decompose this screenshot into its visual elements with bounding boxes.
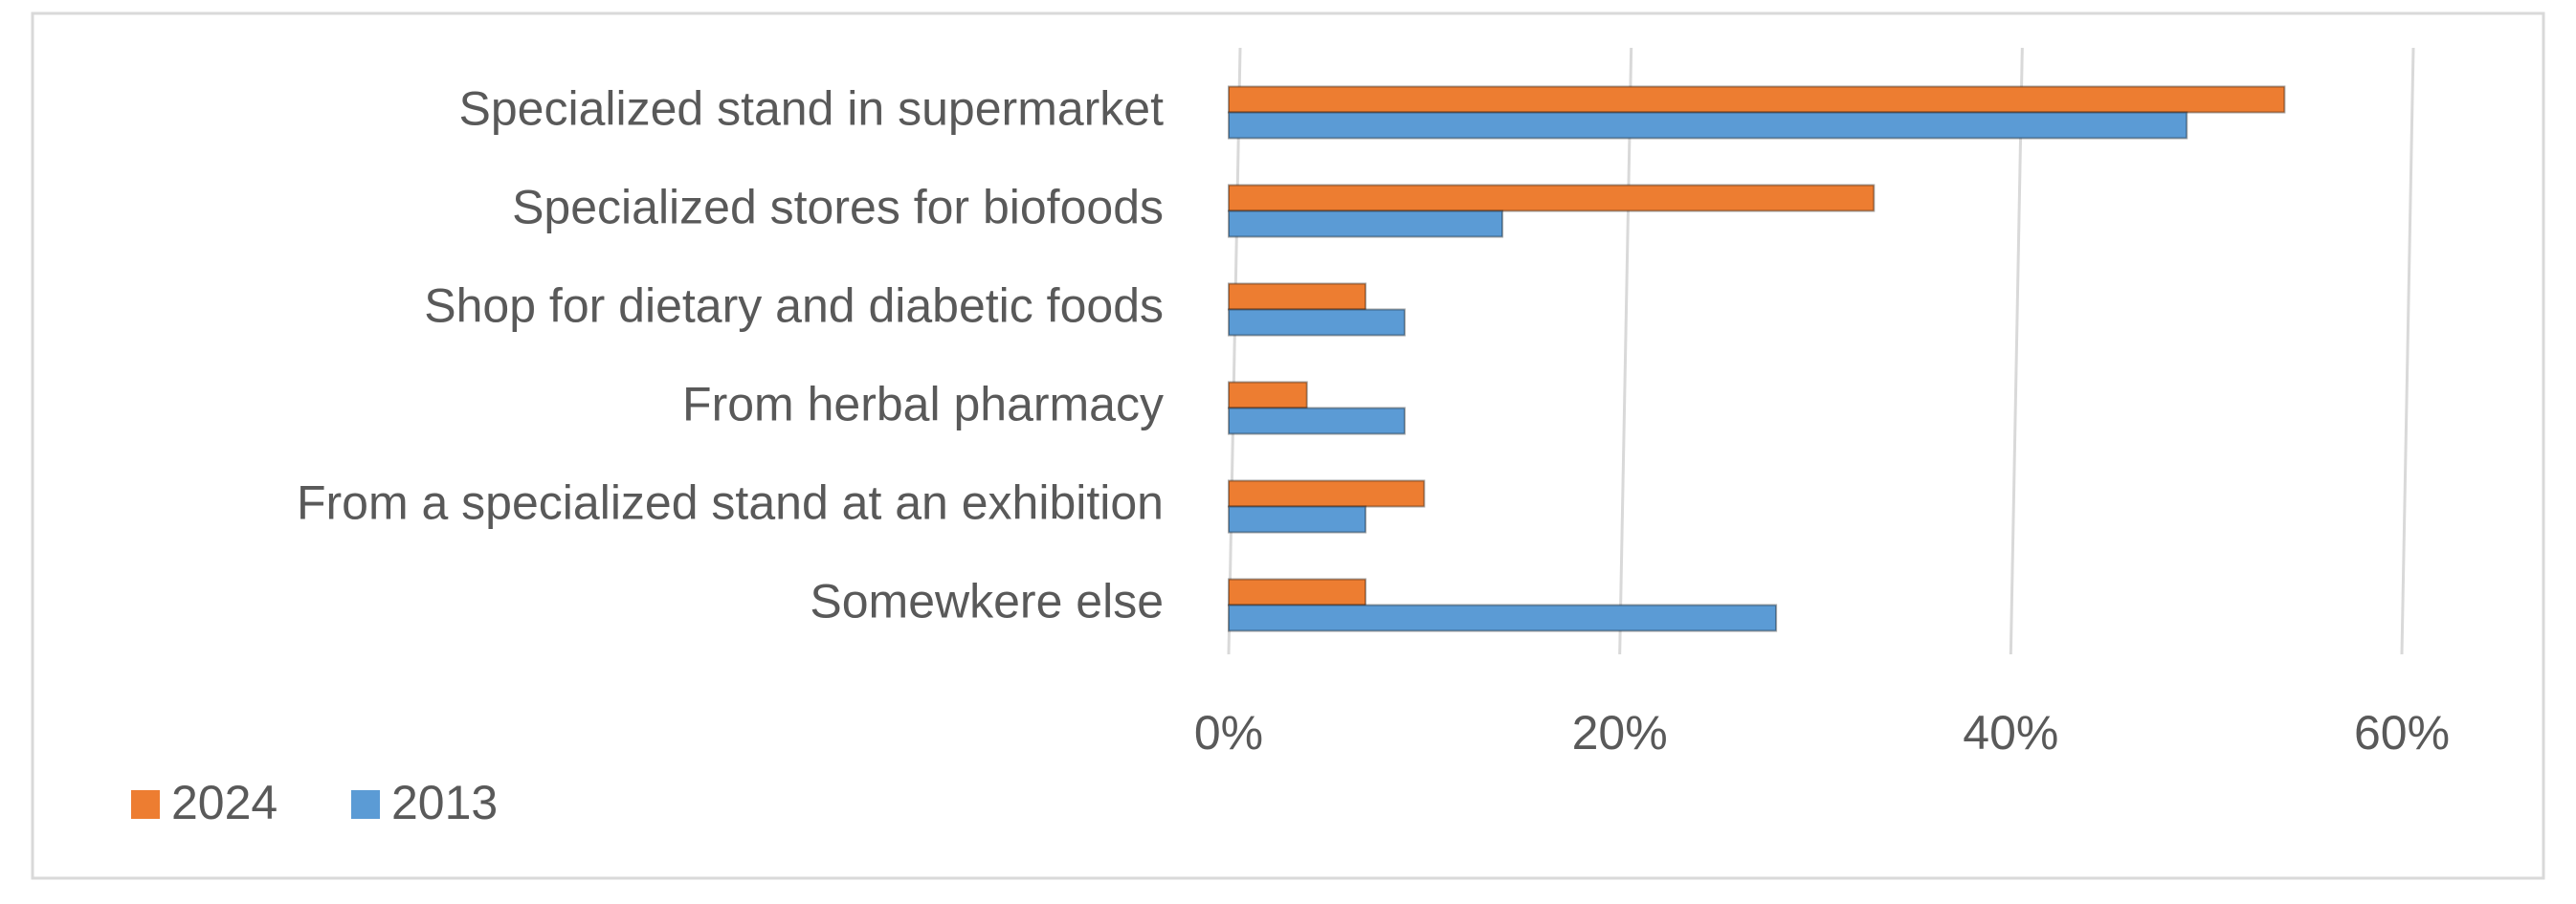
x-tick-label: 60% bbox=[2354, 706, 2450, 760]
bar bbox=[1228, 184, 1876, 212]
bar bbox=[1228, 282, 1367, 311]
legend-label: 2013 bbox=[391, 776, 498, 829]
bar bbox=[1228, 209, 1504, 238]
bar bbox=[1228, 308, 1406, 337]
bar bbox=[1228, 578, 1367, 606]
y-tick-label: Specialized stand in supermarket bbox=[459, 82, 1165, 136]
y-tick-label: From herbal pharmacy bbox=[682, 378, 1164, 431]
y-tick-label: From a specialized stand at an exhibitio… bbox=[297, 476, 1164, 530]
y-tick-label: Somewkere else bbox=[810, 575, 1164, 628]
x-tick-label: 20% bbox=[1572, 706, 1668, 760]
y-tick-label: Specialized stores for biofoods bbox=[512, 181, 1164, 234]
bar bbox=[1228, 111, 2188, 140]
bar bbox=[1228, 381, 1308, 409]
grid-line bbox=[1227, 47, 1242, 655]
legend-swatch bbox=[351, 790, 380, 819]
bar bbox=[1228, 479, 1426, 508]
grid-line bbox=[1618, 47, 1633, 655]
legend-label: 2024 bbox=[171, 776, 278, 829]
bar bbox=[1228, 407, 1406, 435]
x-tick-label: 0% bbox=[1194, 706, 1263, 760]
bar bbox=[1228, 505, 1367, 534]
bar bbox=[1228, 604, 1778, 632]
grid-line bbox=[2009, 47, 2024, 655]
bar bbox=[1228, 85, 2286, 114]
x-tick-label: 40% bbox=[1963, 706, 2058, 760]
legend-swatch bbox=[131, 790, 160, 819]
grid-line bbox=[2400, 47, 2415, 655]
y-tick-label: Shop for dietary and diabetic foods bbox=[424, 279, 1164, 333]
chart-frame bbox=[31, 11, 2545, 880]
